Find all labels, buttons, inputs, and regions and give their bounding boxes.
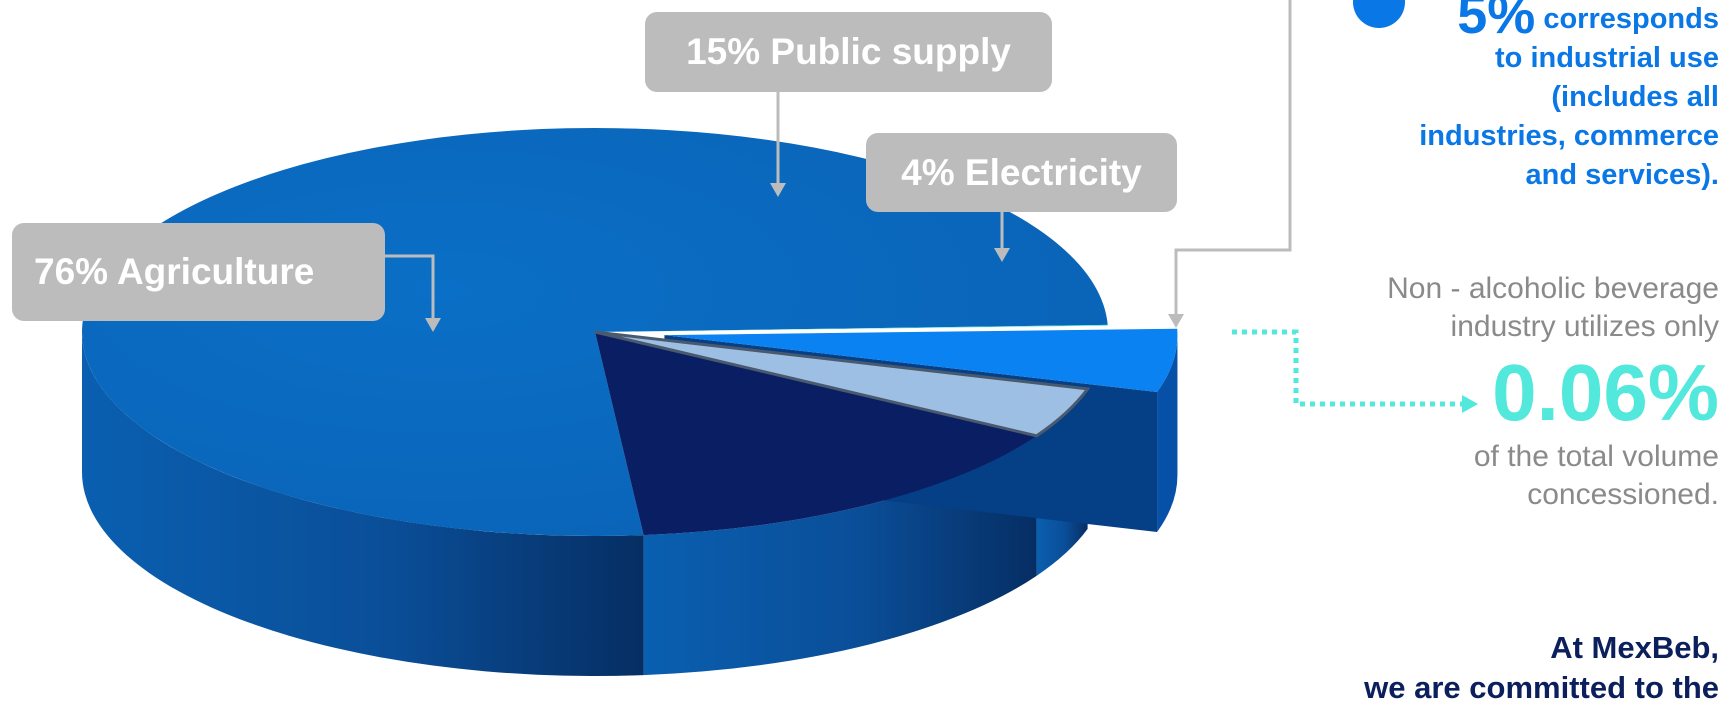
beverage-percent: 0.06% [1492,348,1719,437]
beverage-line-2: industry utilizes only [1450,310,1719,343]
electricity-label: 4% Electricity [866,133,1177,212]
industrial-line-1: corresponds [1543,3,1719,35]
mexbeb-line-1: At MexBeb, [1550,630,1719,665]
electricity-arrowhead [994,248,1010,262]
pie-slice-public-supply [595,332,1037,536]
beverage-annotation: Non - alcoholic beverage industry utiliz… [1299,270,1719,514]
industrial-bullet-icon [1353,0,1405,28]
beverage-line-4: concessioned. [1527,478,1719,511]
industrial-line-5: and services). [1525,159,1719,191]
connector-lines [385,0,1478,413]
industrial-leader [1174,0,1292,318]
agriculture-arrowhead [425,318,441,332]
industrial-line-4: industries, commerce [1419,120,1719,152]
beverage-leader [1232,329,1462,407]
industrial-arrowhead [1168,314,1184,328]
pie-slice-non-alcoholic-beverage-industry [595,324,1108,332]
mexbeb-statement: At MexBeb, we are committed to the [1199,628,1719,708]
agriculture-label: 76% Agriculture [12,223,385,321]
mexbeb-line-2: we are committed to the [1364,670,1719,705]
agriculture-leader [385,254,435,322]
pie-slice-industrial-use [664,328,1178,393]
industrial-line-3: (includes all [1551,81,1719,113]
beverage-line-1: Non - alcoholic beverage [1387,272,1719,305]
pie-slice-electricity [594,330,1091,438]
beverage-arrowhead [1462,395,1478,413]
pie-side-agriculture [82,332,644,677]
public-supply-arrowhead [770,183,786,197]
pie-side-industrial-use [1157,335,1178,533]
beverage-line-3: of the total volume [1473,440,1719,473]
industrial-annotation: 5% corresponds to industrial use (includ… [1339,0,1719,195]
industrial-percent: 5% [1457,0,1536,45]
public-supply-label: 15% Public supply [645,12,1052,92]
industrial-line-2: to industrial use [1495,42,1719,74]
